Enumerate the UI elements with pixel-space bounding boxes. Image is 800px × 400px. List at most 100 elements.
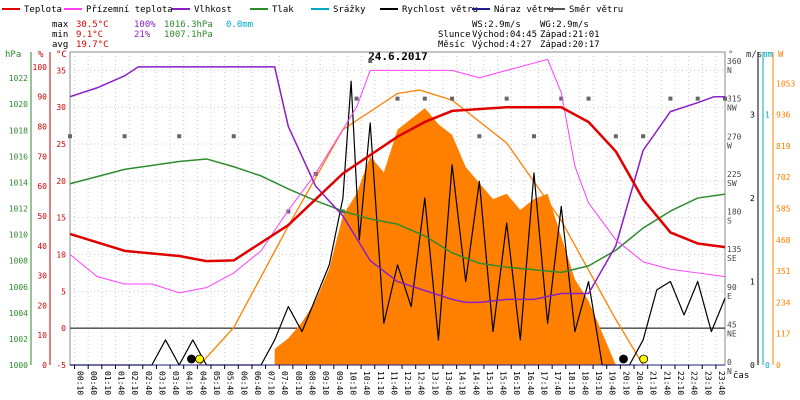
x-tick-label: 23:10 [703, 371, 712, 395]
x-tick-label: 10:10 [348, 371, 357, 395]
solar-radiation-area [274, 108, 616, 365]
pressure-tick-label: 1012 [9, 205, 28, 214]
wind-direction-point [559, 96, 564, 101]
stat-max-label: max [52, 20, 69, 30]
stat-max-press: 1016.3hPa [164, 20, 213, 30]
wind-direction-cardinal-label: NE [727, 329, 737, 338]
stat-ws: WS:2.9m/s [472, 20, 521, 30]
x-tick-label: 20:10 [621, 371, 630, 395]
humidity-tick-label: 100 [33, 63, 48, 72]
x-tick-label: 21:10 [649, 371, 658, 395]
x-tick-label: 14:40 [471, 371, 480, 395]
temperature-tick-label: -5 [56, 361, 66, 370]
wind-direction-cardinal-label: NW [727, 104, 737, 113]
solar-tick-label: 585 [776, 205, 791, 214]
wind-direction-cardinal-label: E [727, 292, 732, 301]
x-tick-label: 21:40 [662, 371, 671, 395]
stat-min-hum: 21% [134, 30, 151, 40]
rain-unit-label: mm [762, 50, 773, 60]
solar-tick-label: 1053 [776, 79, 795, 88]
humidity-tick-label: 80 [37, 123, 47, 132]
wind-direction-tick-label: 180 [727, 208, 742, 217]
moonset: Západ:20:17 [540, 40, 600, 50]
pressure-tick-label: 1000 [9, 361, 28, 370]
wind-direction-point [68, 134, 72, 139]
legend-label: Rychlost větru [402, 5, 478, 15]
humidity-tick-label: 20 [37, 301, 47, 310]
humidity-tick-label: 50 [37, 212, 47, 221]
x-tick-label: 01:40 [116, 371, 125, 395]
rain-tick-label: 1 [765, 111, 770, 120]
wind-direction-unit-label: ° [728, 50, 733, 60]
pressure-tick-label: 1022 [9, 74, 28, 83]
x-tick-label: 03:10 [157, 371, 166, 395]
solar-tick-label: 351 [776, 267, 791, 276]
sun-label: Slunce [438, 30, 471, 40]
humidity-tick-label: 30 [37, 272, 47, 281]
x-tick-label: 04:40 [198, 371, 207, 395]
moon-label: Měsíc [438, 40, 465, 50]
x-tick-label: 15:10 [485, 371, 494, 395]
humidity-unit-label: % [38, 50, 44, 60]
wind-direction-point [695, 96, 700, 101]
wind-direction-cardinal-label: SE [727, 254, 737, 263]
x-tick-label: 08:10 [294, 371, 303, 395]
moonrise-marker [187, 354, 196, 364]
humidity-tick-label: 40 [37, 242, 47, 251]
chart-date: 24.6.2017 [368, 50, 428, 63]
x-tick-label: 06:10 [239, 371, 248, 395]
humidity-tick-label: 0 [42, 361, 47, 370]
wind-direction-point [613, 134, 618, 139]
x-axis-ticks: 00:10 00:40 01:10 01:40 02:10 02:40 03:10 03:40… [74, 365, 726, 395]
x-tick-label: 17:10 [540, 371, 549, 395]
x-tick-label: 13:40 [444, 371, 453, 395]
pressure-tick-label: 1004 [9, 309, 28, 318]
wind-direction-cardinal-label: W [727, 141, 732, 150]
temperature-tick-label: 5 [61, 287, 66, 296]
x-tick-label: 05:40 [226, 371, 235, 395]
wind-direction-cardinal-label: N [727, 367, 732, 376]
pressure-tick-label: 1014 [9, 178, 28, 187]
moonrise: Východ:4:27 [472, 40, 532, 50]
wind-direction-point [177, 134, 182, 139]
theoretical-solar-line [199, 89, 644, 366]
x-tick-label: 10:40 [362, 371, 371, 395]
x-tick-label: 19:10 [594, 371, 603, 395]
wind-direction-point [531, 134, 536, 139]
wind-direction-point [723, 96, 727, 101]
x-tick-label: 00:10 [76, 371, 85, 395]
wind-speed-tick-label: 3 [750, 111, 755, 120]
stats-header: max 30.5°C 100% 1016.3hPa 0.0mm min 9.1°… [52, 20, 600, 50]
x-tick-label: 22:40 [690, 371, 699, 395]
x-tick-label: 02:40 [144, 371, 153, 395]
x-tick-label: 04:10 [185, 371, 194, 395]
pressure-tick-label: 1016 [9, 152, 28, 161]
wind-direction-cardinal-label: SW [727, 179, 737, 188]
legend-label: Srážky [333, 5, 366, 15]
x-tick-label: 09:10 [321, 371, 330, 395]
pressure-tick-label: 1006 [9, 283, 28, 292]
axes: 1000100210041006100810101012101410161018… [9, 52, 795, 376]
rain-tick-label: 0 [765, 361, 770, 370]
temperature-tick-label: 20 [56, 177, 66, 186]
wind-direction-tick-label: 45 [727, 320, 737, 329]
pressure-tick-label: 1018 [9, 126, 28, 135]
x-tick-label: 03:40 [171, 371, 180, 395]
x-tick-label: 05:10 [212, 371, 221, 395]
wind-direction-tick-label: 0 [727, 358, 732, 367]
pressure-tick-label: 1002 [9, 335, 28, 344]
wind-speed-tick-label: 0 [750, 361, 755, 370]
x-tick-label: 01:10 [103, 371, 112, 395]
solar-tick-label: 936 [776, 111, 791, 120]
solar-tick-label: 117 [776, 330, 791, 339]
solar-tick-label: 0 [776, 361, 781, 370]
wind-direction-tick-label: 315 [727, 95, 742, 104]
stat-max-hum: 100% [134, 20, 156, 30]
pressure-tick-label: 1010 [9, 231, 28, 240]
legend-label: Vlhkost [194, 5, 232, 15]
wind-direction-point [504, 96, 509, 101]
x-tick-label: 06:40 [253, 371, 262, 395]
stat-max-temp: 30.5°C [76, 20, 109, 30]
axis-unit-labels: hPa % °C ° m/s mm W čas [5, 50, 784, 381]
wind-direction-point [668, 96, 673, 101]
